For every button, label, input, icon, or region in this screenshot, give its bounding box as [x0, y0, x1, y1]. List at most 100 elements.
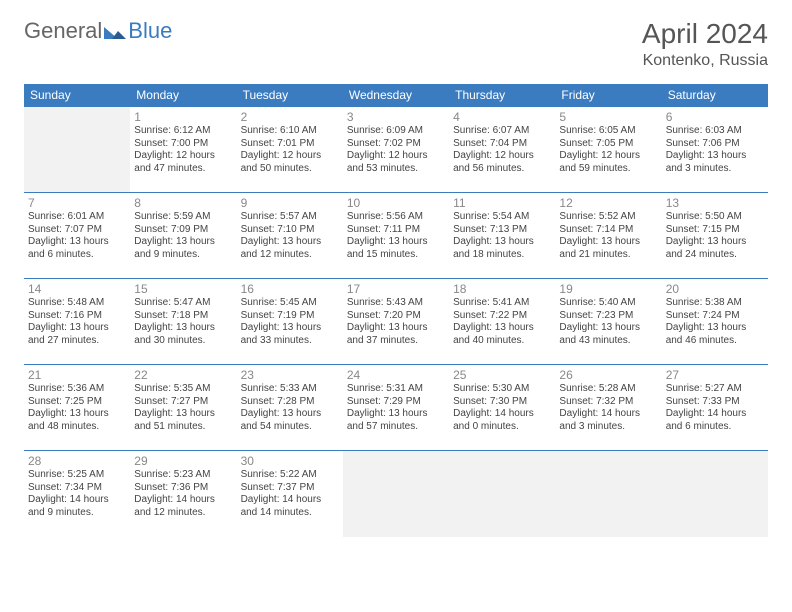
sunrise-text: Sunrise: 6:03 AM — [666, 125, 764, 138]
calendar-cell: 21Sunrise: 5:36 AMSunset: 7:25 PMDayligh… — [24, 365, 130, 451]
daylight-text: Daylight: 14 hours and 12 minutes. — [134, 494, 232, 519]
daylight-text: Daylight: 13 hours and 40 minutes. — [453, 322, 551, 347]
day-number: 23 — [241, 368, 339, 382]
calendar-cell: 4Sunrise: 6:07 AMSunset: 7:04 PMDaylight… — [449, 107, 555, 193]
sunset-text: Sunset: 7:10 PM — [241, 224, 339, 237]
daylight-text: Daylight: 12 hours and 50 minutes. — [241, 150, 339, 175]
calendar-cell — [555, 451, 661, 537]
sunrise-text: Sunrise: 6:09 AM — [347, 125, 445, 138]
sunset-text: Sunset: 7:34 PM — [28, 482, 126, 495]
calendar-week: 28Sunrise: 5:25 AMSunset: 7:34 PMDayligh… — [24, 451, 768, 537]
calendar-cell: 19Sunrise: 5:40 AMSunset: 7:23 PMDayligh… — [555, 279, 661, 365]
sunrise-text: Sunrise: 5:57 AM — [241, 211, 339, 224]
sunrise-text: Sunrise: 5:47 AM — [134, 297, 232, 310]
calendar-cell: 16Sunrise: 5:45 AMSunset: 7:19 PMDayligh… — [237, 279, 343, 365]
daylight-text: Daylight: 12 hours and 56 minutes. — [453, 150, 551, 175]
day-number: 9 — [241, 196, 339, 210]
sunset-text: Sunset: 7:06 PM — [666, 138, 764, 151]
sunrise-text: Sunrise: 5:38 AM — [666, 297, 764, 310]
sunrise-text: Sunrise: 5:28 AM — [559, 383, 657, 396]
calendar-cell: 3Sunrise: 6:09 AMSunset: 7:02 PMDaylight… — [343, 107, 449, 193]
daylight-text: Daylight: 13 hours and 48 minutes. — [28, 408, 126, 433]
logo-text-1: General — [24, 18, 102, 44]
day-header: Wednesday — [343, 84, 449, 107]
day-number: 10 — [347, 196, 445, 210]
calendar-cell: 18Sunrise: 5:41 AMSunset: 7:22 PMDayligh… — [449, 279, 555, 365]
day-number: 7 — [28, 196, 126, 210]
day-number: 13 — [666, 196, 764, 210]
day-number: 6 — [666, 110, 764, 124]
calendar-table: Sunday Monday Tuesday Wednesday Thursday… — [24, 84, 768, 537]
day-number: 17 — [347, 282, 445, 296]
daylight-text: Daylight: 13 hours and 3 minutes. — [666, 150, 764, 175]
sunrise-text: Sunrise: 5:22 AM — [241, 469, 339, 482]
sunset-text: Sunset: 7:02 PM — [347, 138, 445, 151]
calendar-cell: 10Sunrise: 5:56 AMSunset: 7:11 PMDayligh… — [343, 193, 449, 279]
day-number: 2 — [241, 110, 339, 124]
daylight-text: Daylight: 14 hours and 6 minutes. — [666, 408, 764, 433]
daylight-text: Daylight: 13 hours and 9 minutes. — [134, 236, 232, 261]
day-number: 4 — [453, 110, 551, 124]
sunset-text: Sunset: 7:22 PM — [453, 310, 551, 323]
calendar-cell: 27Sunrise: 5:27 AMSunset: 7:33 PMDayligh… — [662, 365, 768, 451]
calendar-cell: 5Sunrise: 6:05 AMSunset: 7:05 PMDaylight… — [555, 107, 661, 193]
day-number: 29 — [134, 454, 232, 468]
daylight-text: Daylight: 14 hours and 9 minutes. — [28, 494, 126, 519]
sunrise-text: Sunrise: 5:23 AM — [134, 469, 232, 482]
calendar-cell: 25Sunrise: 5:30 AMSunset: 7:30 PMDayligh… — [449, 365, 555, 451]
day-number: 24 — [347, 368, 445, 382]
sunrise-text: Sunrise: 5:59 AM — [134, 211, 232, 224]
day-number: 28 — [28, 454, 126, 468]
calendar-week: 7Sunrise: 6:01 AMSunset: 7:07 PMDaylight… — [24, 193, 768, 279]
sunrise-text: Sunrise: 5:33 AM — [241, 383, 339, 396]
sunset-text: Sunset: 7:13 PM — [453, 224, 551, 237]
sunrise-text: Sunrise: 6:12 AM — [134, 125, 232, 138]
day-header: Thursday — [449, 84, 555, 107]
calendar-week: 1Sunrise: 6:12 AMSunset: 7:00 PMDaylight… — [24, 107, 768, 193]
day-number: 30 — [241, 454, 339, 468]
day-number: 22 — [134, 368, 232, 382]
sunset-text: Sunset: 7:15 PM — [666, 224, 764, 237]
calendar-cell: 9Sunrise: 5:57 AMSunset: 7:10 PMDaylight… — [237, 193, 343, 279]
day-number: 16 — [241, 282, 339, 296]
sunset-text: Sunset: 7:36 PM — [134, 482, 232, 495]
calendar-cell: 15Sunrise: 5:47 AMSunset: 7:18 PMDayligh… — [130, 279, 236, 365]
sunrise-text: Sunrise: 5:48 AM — [28, 297, 126, 310]
daylight-text: Daylight: 13 hours and 37 minutes. — [347, 322, 445, 347]
sunset-text: Sunset: 7:27 PM — [134, 396, 232, 409]
calendar-cell: 1Sunrise: 6:12 AMSunset: 7:00 PMDaylight… — [130, 107, 236, 193]
sunset-text: Sunset: 7:16 PM — [28, 310, 126, 323]
sunset-text: Sunset: 7:05 PM — [559, 138, 657, 151]
sunrise-text: Sunrise: 5:45 AM — [241, 297, 339, 310]
daylight-text: Daylight: 13 hours and 21 minutes. — [559, 236, 657, 261]
day-number: 18 — [453, 282, 551, 296]
sunrise-text: Sunrise: 5:31 AM — [347, 383, 445, 396]
daylight-text: Daylight: 12 hours and 53 minutes. — [347, 150, 445, 175]
daylight-text: Daylight: 14 hours and 0 minutes. — [453, 408, 551, 433]
calendar-cell: 7Sunrise: 6:01 AMSunset: 7:07 PMDaylight… — [24, 193, 130, 279]
header: General Blue April 2024 Kontenko, Russia — [24, 18, 768, 70]
day-number: 27 — [666, 368, 764, 382]
sunset-text: Sunset: 7:18 PM — [134, 310, 232, 323]
sunset-text: Sunset: 7:24 PM — [666, 310, 764, 323]
sunset-text: Sunset: 7:23 PM — [559, 310, 657, 323]
month-title: April 2024 — [642, 18, 768, 50]
calendar-cell: 20Sunrise: 5:38 AMSunset: 7:24 PMDayligh… — [662, 279, 768, 365]
calendar-cell: 28Sunrise: 5:25 AMSunset: 7:34 PMDayligh… — [24, 451, 130, 537]
calendar-cell: 8Sunrise: 5:59 AMSunset: 7:09 PMDaylight… — [130, 193, 236, 279]
calendar-cell: 13Sunrise: 5:50 AMSunset: 7:15 PMDayligh… — [662, 193, 768, 279]
day-header: Tuesday — [237, 84, 343, 107]
logo: General Blue — [24, 18, 172, 44]
day-number: 14 — [28, 282, 126, 296]
sunset-text: Sunset: 7:09 PM — [134, 224, 232, 237]
day-header: Friday — [555, 84, 661, 107]
calendar-cell: 24Sunrise: 5:31 AMSunset: 7:29 PMDayligh… — [343, 365, 449, 451]
sunrise-text: Sunrise: 5:43 AM — [347, 297, 445, 310]
calendar-cell — [662, 451, 768, 537]
sunset-text: Sunset: 7:29 PM — [347, 396, 445, 409]
logo-icon — [104, 21, 126, 41]
daylight-text: Daylight: 13 hours and 57 minutes. — [347, 408, 445, 433]
daylight-text: Daylight: 13 hours and 43 minutes. — [559, 322, 657, 347]
daylight-text: Daylight: 14 hours and 14 minutes. — [241, 494, 339, 519]
calendar-cell: 11Sunrise: 5:54 AMSunset: 7:13 PMDayligh… — [449, 193, 555, 279]
